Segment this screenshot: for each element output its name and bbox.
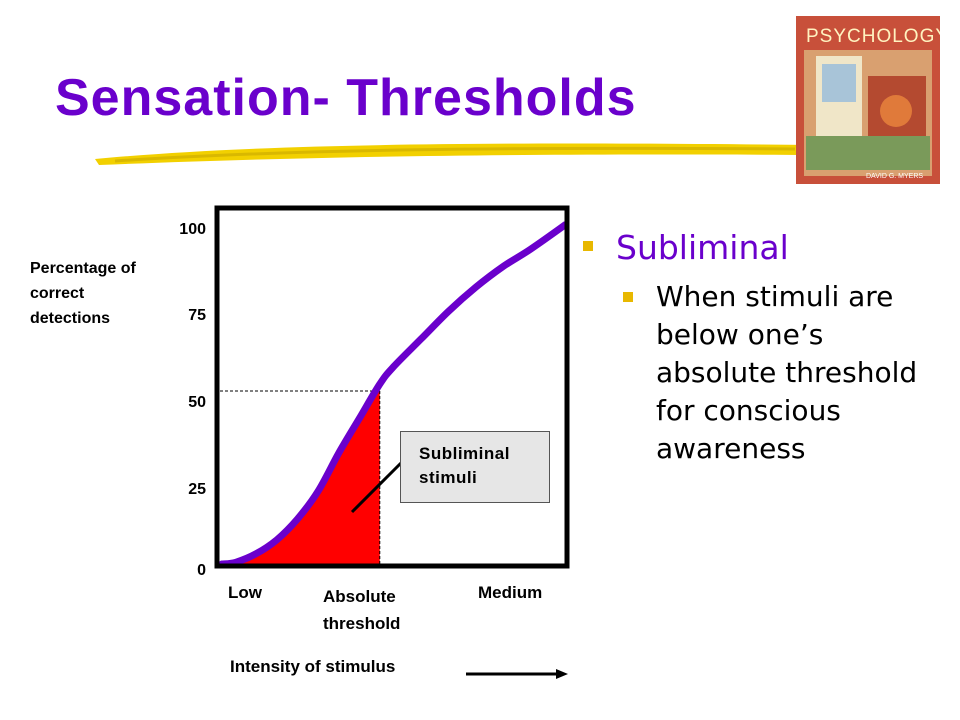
book-author-text: DAVID G. MYERS <box>866 173 923 180</box>
bullet-subliminal-text: Subliminal <box>616 228 789 267</box>
x-tick-low: Low <box>228 583 262 602</box>
y-tick-0: 0 <box>197 562 206 579</box>
y-tick-25: 25 <box>188 481 206 498</box>
bullet-definition: When stimuli are below one’s absolute th… <box>578 278 948 468</box>
x-tick-absolute-threshold: Absolute threshold <box>323 587 401 633</box>
bullet-list: Subliminal When stimuli are below one’s … <box>578 226 948 468</box>
callout-pointer-line <box>350 456 408 514</box>
callout-label: Subliminal stimuli <box>419 444 510 487</box>
detection-curve-line <box>218 221 569 568</box>
x-axis-arrow-head <box>556 669 568 679</box>
x-axis-title: Intensity of stimulus <box>230 657 396 676</box>
subliminal-shaded-region <box>222 384 380 564</box>
subliminal-callout-box: Subliminal stimuli <box>400 431 550 503</box>
psychology-book-cover: PSYCHOLOGY DAVID G. MYERS <box>796 16 940 184</box>
y-axis-label: Percentage of correct detections <box>30 260 136 327</box>
chart-plot-frame <box>214 205 570 569</box>
bullet-marker-icon <box>583 241 593 251</box>
y-tick-50: 50 <box>188 394 206 411</box>
book-title-text: PSYCHOLOGY <box>806 26 940 47</box>
title-underline-stroke <box>95 143 815 165</box>
y-tick-75: 75 <box>188 307 206 324</box>
slide-title: Sensation- Thresholds <box>55 69 637 127</box>
bullet-subliminal: Subliminal <box>578 226 948 270</box>
bullet-marker-icon <box>623 292 633 302</box>
x-tick-medium: Medium <box>478 583 543 602</box>
bullet-definition-text: When stimuli are below one’s absolute th… <box>656 280 918 465</box>
y-tick-100: 100 <box>179 221 206 238</box>
